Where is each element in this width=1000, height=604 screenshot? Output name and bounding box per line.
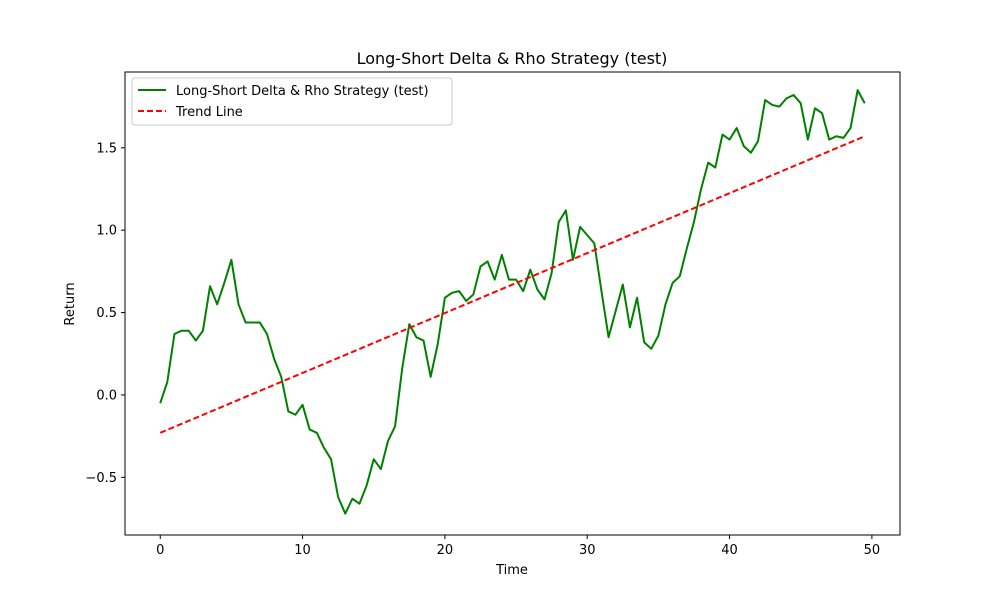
y-tick-label: 0.5: [96, 306, 117, 321]
x-tick-label: 20: [437, 543, 454, 558]
series-line-trend: [159, 135, 866, 434]
x-axis: 0 10 20 30 40 50: [156, 535, 880, 558]
y-tick-label: 1.0: [96, 224, 117, 239]
legend-label-strategy: Long-Short Delta & Rho Strategy (test): [176, 84, 429, 99]
x-tick-label: 30: [579, 543, 596, 558]
plot-area: [125, 72, 900, 535]
y-tick-label: 1.5: [96, 141, 117, 156]
y-tick-label: −0.5: [85, 471, 117, 486]
x-tick-label: 50: [864, 543, 881, 558]
y-tick-label: 0.0: [96, 388, 117, 403]
x-tick-label: 0: [156, 543, 164, 558]
series-layer: [159, 89, 866, 515]
plot-frame: [124, 71, 901, 536]
x-tick-label: 10: [294, 543, 311, 558]
x-axis-label: Time: [495, 563, 528, 578]
series-line-strategy: [159, 89, 866, 515]
chart-title: Long-Short Delta & Rho Strategy (test): [357, 49, 668, 68]
y-axis: −0.5 0.0 0.5 1.0 1.5: [85, 141, 125, 486]
y-axis-label: Return: [63, 282, 78, 325]
legend-box: [131, 77, 453, 126]
x-tick-label: 40: [721, 543, 738, 558]
legend-label-trend: Trend Line: [175, 105, 243, 120]
legend: Long-Short Delta & Rho Strategy (test) T…: [131, 77, 453, 126]
